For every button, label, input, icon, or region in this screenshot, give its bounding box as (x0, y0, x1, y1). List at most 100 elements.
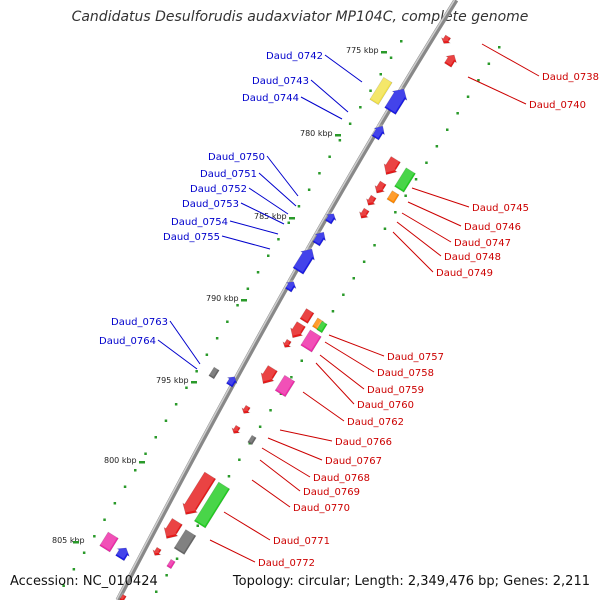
tick-mark (165, 574, 168, 577)
gene-feature (300, 327, 322, 353)
gene-feature (274, 373, 296, 398)
label-connector (266, 155, 299, 197)
kbp-label: 800 kbp (104, 456, 137, 465)
label-connector (157, 339, 198, 370)
gene-feature (152, 545, 162, 556)
gene-label: Daud_0743 (252, 76, 309, 87)
gene-feature (312, 229, 326, 247)
gene-feature (173, 527, 197, 555)
label-connector (259, 459, 301, 492)
gene-feature (383, 154, 401, 176)
tick-mark (300, 359, 303, 362)
gene-feature (384, 86, 408, 115)
label-connector (328, 334, 385, 357)
tick-mark (93, 535, 96, 538)
tick-mark (238, 458, 241, 461)
gene-feature (225, 374, 238, 388)
kbp-label: 795 kbp (156, 376, 189, 385)
gene-label: Daud_0750 (208, 152, 265, 163)
tick-mark (215, 337, 219, 340)
tick-mark (400, 40, 403, 43)
gene-feature (386, 188, 400, 204)
label-connector (209, 539, 256, 563)
gene-label: Daud_0768 (313, 473, 370, 484)
gene-feature (115, 545, 130, 562)
label-connector (240, 202, 285, 225)
tick-mark (258, 425, 262, 428)
gene-feature (284, 279, 297, 293)
gene-label: Daud_0742 (266, 51, 323, 62)
kbp-label: 780 kbp (300, 129, 333, 138)
map-title: Candidatus Desulforudis audaxviator MP10… (71, 9, 529, 25)
gene-label: Daud_0744 (242, 93, 299, 104)
gene-feature (369, 75, 393, 106)
tick-mark (267, 254, 270, 257)
kbp-label: 805 kbp (52, 536, 85, 545)
label-connector (229, 220, 279, 235)
gene-label: Daud_0763 (111, 317, 168, 328)
genome-backbone (115, 0, 459, 600)
label-connector (279, 429, 333, 442)
gene-feature (282, 337, 292, 348)
tick-mark (174, 403, 178, 406)
gene-label: Daud_0759 (367, 385, 424, 396)
gene-feature (163, 516, 183, 539)
tick-mark (175, 557, 179, 560)
tick-mark (123, 485, 127, 488)
gene-feature (394, 165, 416, 193)
gene-label: Daud_0753 (182, 199, 239, 210)
label-connectors (157, 43, 540, 563)
label-connector (223, 511, 271, 541)
gene-label: Daud_0772 (258, 558, 315, 569)
gene-feature (231, 423, 241, 434)
tick-mark (389, 56, 393, 59)
gene-feature (260, 363, 278, 385)
gene-label: Daud_0745 (472, 203, 529, 214)
tick-mark (394, 211, 397, 214)
tick-mark (236, 304, 239, 307)
tick-mark (185, 386, 188, 389)
tick-mark (498, 46, 501, 49)
tick-mark (338, 139, 342, 142)
tick-mark (205, 353, 209, 356)
gene-feature (365, 193, 377, 206)
gene-label: Daud_0764 (99, 336, 156, 347)
tick-mark (369, 89, 372, 92)
major-tick (73, 541, 79, 544)
gene-feature (358, 206, 370, 219)
tick-mark (144, 452, 147, 455)
label-connector (324, 54, 363, 83)
gene-feature (166, 557, 176, 570)
major-tick (241, 299, 247, 302)
gene-label: Daud_0740 (529, 100, 586, 111)
gene-feature (182, 469, 217, 515)
gene-label: Daud_0748 (444, 252, 501, 263)
topology-summary: Topology: circular; Length: 2,349,476 bp… (232, 574, 590, 589)
tick-mark (246, 287, 250, 290)
gene-feature (440, 32, 452, 44)
label-connector (221, 235, 271, 250)
tick-mark (195, 370, 198, 373)
tick-mark (154, 436, 157, 439)
tick-mark (328, 155, 331, 158)
tick-mark (446, 128, 449, 131)
tick-mark (196, 524, 199, 527)
label-connector (169, 320, 201, 365)
tick-mark (456, 112, 459, 115)
tick-mark (414, 178, 418, 181)
kbp-label: 785 kbp (254, 212, 287, 221)
label-connector (392, 231, 434, 273)
tick-mark (290, 376, 293, 379)
label-connector (302, 391, 345, 422)
label-connector (319, 354, 365, 390)
gene-label: Daud_0757 (387, 352, 444, 363)
gene-feature (299, 306, 315, 324)
tick-mark (352, 277, 355, 280)
gene-label: Daud_0771 (273, 536, 330, 547)
tick-mark (113, 502, 117, 505)
tick-mark (72, 568, 76, 571)
label-connector (411, 187, 470, 208)
tick-mark (466, 95, 470, 98)
major-tick (139, 461, 145, 464)
tick-mark (269, 409, 272, 412)
